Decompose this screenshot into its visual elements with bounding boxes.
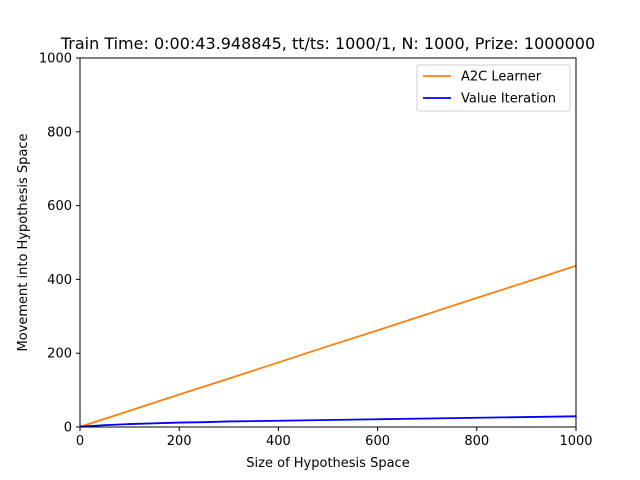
y-tick-label: 1000 [39, 52, 72, 67]
series-line-0 [79, 264, 577, 428]
x-tick-label: 1000 [559, 434, 592, 449]
series-layer [79, 264, 577, 428]
y-tick-label: 0 [64, 421, 72, 436]
x-axis: 0 200 400 600 800 1000 [76, 427, 593, 449]
x-tick-label: 400 [266, 434, 291, 449]
x-tick-label: 200 [167, 434, 192, 449]
y-axis-label: Movement into Hypothesis Space [16, 134, 31, 352]
x-tick-label: 600 [365, 434, 390, 449]
legend-label: A2C Learner [461, 70, 542, 85]
legend-label: Value Iteration [461, 92, 556, 107]
plot-frame [79, 57, 577, 428]
legend: A2C Learner Value Iteration [416, 64, 571, 112]
series-line-1 [79, 415, 577, 428]
y-tick-label: 200 [47, 347, 72, 362]
x-tick-label: 0 [76, 434, 84, 449]
y-tick-label: 400 [47, 273, 72, 288]
y-tick-label: 600 [47, 199, 72, 214]
y-tick-label: 800 [47, 125, 72, 140]
legend-box [416, 64, 571, 112]
x-axis-label: Size of Hypothesis Space [246, 456, 409, 471]
x-tick-label: 800 [464, 434, 489, 449]
y-axis: 0 200 400 600 800 1000 [39, 52, 80, 436]
chart-title: Train Time: 0:00:43.948845, tt/ts: 1000/… [60, 34, 595, 53]
